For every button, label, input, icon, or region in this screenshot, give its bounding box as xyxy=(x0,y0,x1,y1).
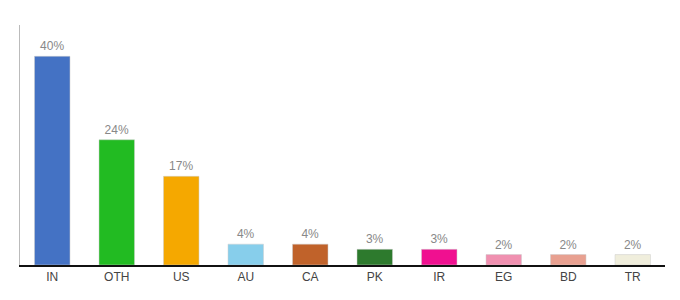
svg-text:2%: 2% xyxy=(559,238,577,252)
svg-text:TR: TR xyxy=(625,270,641,284)
svg-text:PK: PK xyxy=(367,270,383,284)
svg-text:17%: 17% xyxy=(169,159,193,173)
svg-text:4%: 4% xyxy=(237,227,255,241)
svg-text:IR: IR xyxy=(433,270,445,284)
svg-text:3%: 3% xyxy=(366,232,384,246)
svg-text:US: US xyxy=(173,270,190,284)
svg-text:24%: 24% xyxy=(105,123,129,137)
svg-text:3%: 3% xyxy=(430,232,448,246)
svg-text:2%: 2% xyxy=(495,238,513,252)
svg-text:AU: AU xyxy=(237,270,254,284)
svg-text:40%: 40% xyxy=(40,39,64,53)
svg-text:EG: EG xyxy=(495,270,512,284)
svg-text:2%: 2% xyxy=(624,238,642,252)
svg-text:BD: BD xyxy=(560,270,577,284)
svg-text:CA: CA xyxy=(302,270,319,284)
svg-text:IN: IN xyxy=(46,270,58,284)
svg-text:OTH: OTH xyxy=(104,270,129,284)
svg-text:4%: 4% xyxy=(301,227,319,241)
